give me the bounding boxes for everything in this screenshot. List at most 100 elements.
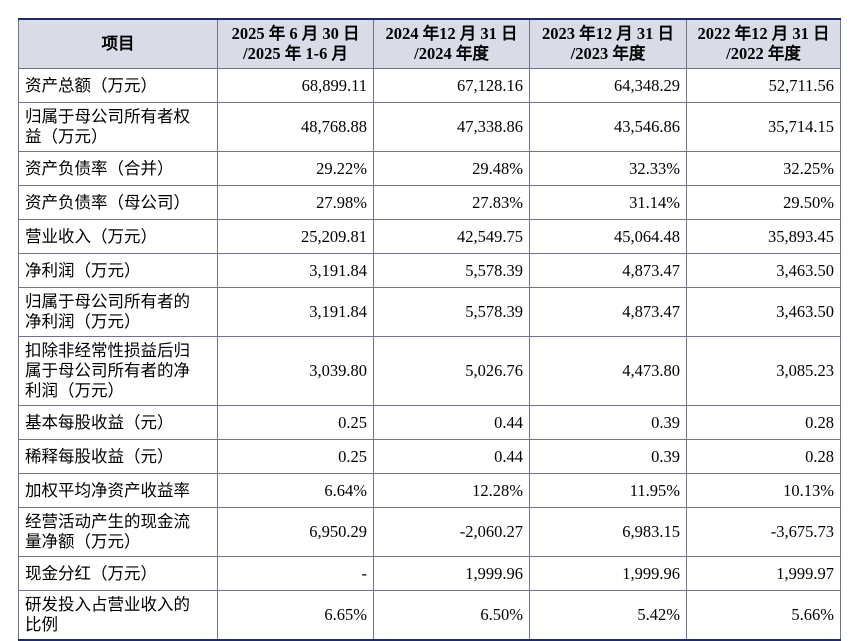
header-row: 项目 2025 年 6 月 30 日/2025 年 1-6 月 2024 年12 月…: [18, 18, 841, 69]
header-text: 2024 年12 月 31 日: [385, 24, 518, 43]
header-text: 2022 年12 月 31 日: [697, 24, 830, 43]
value-cell: 3,191.84: [217, 287, 374, 337]
table-header: 项目 2025 年 6 月 30 日/2025 年 1-6 月 2024 年12 月…: [18, 18, 841, 69]
table-body: 资产总额（万元） 68,899.11 67,128.16 64,348.29 52,71…: [18, 68, 841, 641]
row-label-cell: 加权平均净资产收益率: [18, 473, 218, 508]
value-cell: 43,546.86: [529, 102, 687, 152]
value-cell: 0.39: [529, 439, 687, 474]
header-text: /2022 年度: [726, 44, 801, 63]
row-label-cell: 归属于母公司所有者的净利润（万元）: [18, 287, 218, 337]
row-label: 资产总额（万元）: [25, 75, 157, 95]
value-cell: 5,026.76: [373, 336, 530, 406]
value-cell: 3,039.80: [217, 336, 374, 406]
row-label-cell: 现金分红（万元）: [18, 556, 218, 591]
value-cell: 5,578.39: [373, 287, 530, 337]
row-label-cell: 经营活动产生的现金流量净额（万元）: [18, 507, 218, 557]
row-label: 经营活动产生的现金流量净额（万元）: [25, 512, 190, 551]
value-cell: 3,085.23: [686, 336, 841, 406]
value-cell: 0.44: [373, 405, 530, 440]
row-label-cell: 归属于母公司所有者权益（万元）: [18, 102, 218, 152]
row-label: 扣除非经常性损益后归属于母公司所有者的净利润（万元）: [25, 341, 190, 400]
value-cell: 3,191.84: [217, 253, 374, 288]
value-cell: 29.48%: [373, 151, 530, 186]
value-cell: 1,999.96: [373, 556, 530, 591]
row-label: 净利润（万元）: [25, 260, 141, 280]
value-cell: 35,893.45: [686, 219, 841, 254]
header-cell: 2022 年12 月 31 日/2022 年度: [686, 18, 841, 69]
value-cell: 10.13%: [686, 473, 841, 508]
header-cell: 2024 年12 月 31 日/2024 年度: [373, 18, 530, 69]
value-cell: 25,209.81: [217, 219, 374, 254]
header-cell: 2025 年 6 月 30 日/2025 年 1-6 月: [217, 18, 374, 69]
row-label-cell: 扣除非经常性损益后归属于母公司所有者的净利润（万元）: [18, 336, 218, 406]
table-row: 现金分红（万元） -1,999.96 1,999.96 1,999.97: [18, 556, 841, 591]
value-cell: 11.95%: [529, 473, 687, 508]
table-row: 归属于母公司所有者的净利润（万元） 3,191.84 5,578.39 4,873.4…: [18, 287, 841, 337]
table-row: 经营活动产生的现金流量净额（万元） 6,950.29 -2,060.27 6,983.…: [18, 507, 841, 557]
value-cell: -: [217, 556, 374, 591]
value-cell: 0.25: [217, 405, 374, 440]
value-cell: 45,064.48: [529, 219, 687, 254]
value-cell: 0.44: [373, 439, 530, 474]
value-cell: 31.14%: [529, 185, 687, 220]
header-cell: 项目: [18, 18, 218, 69]
row-label: 研发投入占营业收入的比例: [25, 595, 190, 634]
row-label: 营业收入（万元）: [25, 226, 157, 246]
row-label: 稀释每股收益（元）: [25, 446, 174, 466]
value-cell: 0.25: [217, 439, 374, 474]
row-label-cell: 资产负债率（合并）: [18, 151, 218, 186]
row-label-cell: 资产负债率（母公司）: [18, 185, 218, 220]
value-cell: 64,348.29: [529, 68, 687, 103]
value-cell: 52,711.56: [686, 68, 841, 103]
value-cell: 4,873.47: [529, 287, 687, 337]
value-cell: -2,060.27: [373, 507, 530, 557]
value-cell: 12.28%: [373, 473, 530, 508]
table-row: 稀释每股收益（元） 0.25 0.44 0.39 0.28: [18, 439, 841, 474]
row-label: 基本每股收益（元）: [25, 412, 174, 432]
value-cell: 6.64%: [217, 473, 374, 508]
value-cell: 0.28: [686, 439, 841, 474]
value-cell: 1,999.97: [686, 556, 841, 591]
value-cell: 29.50%: [686, 185, 841, 220]
header-text: /2024 年度: [414, 44, 489, 63]
header-text: /2023 年度: [570, 44, 646, 63]
row-label: 现金分红（万元）: [25, 563, 157, 583]
value-cell: 3,463.50: [686, 287, 841, 337]
value-cell: 32.25%: [686, 151, 841, 186]
row-label-cell: 资产总额（万元）: [18, 68, 218, 103]
value-cell: 5,578.39: [373, 253, 530, 288]
value-cell: 29.22%: [217, 151, 374, 186]
table-row: 扣除非经常性损益后归属于母公司所有者的净利润（万元） 3,039.80 5,026.…: [18, 336, 841, 406]
row-label: 资产负债率（合并）: [25, 158, 174, 178]
table-row: 资产负债率（母公司） 27.98% 27.83% 31.14% 29.50%: [18, 185, 841, 220]
header-text: /2025 年 1-6 月: [243, 44, 348, 63]
header-text: 2023 年12 月 31 日: [542, 24, 674, 43]
value-cell: 4,873.47: [529, 253, 687, 288]
header-text: 2025 年 6 月 30 日: [231, 24, 360, 43]
row-label: 归属于母公司所有者权益（万元）: [25, 107, 190, 146]
row-label-cell: 研发投入占营业收入的比例: [18, 590, 218, 641]
table-row: 资产负债率（合并） 29.22% 29.48% 32.33% 32.25%: [18, 151, 841, 186]
row-label: 归属于母公司所有者的净利润（万元）: [25, 292, 190, 331]
value-cell: 5.42%: [529, 590, 687, 641]
table-row: 归属于母公司所有者权益（万元） 48,768.88 47,338.86 43,546.…: [18, 102, 841, 152]
table-row: 资产总额（万元） 68,899.11 67,128.16 64,348.29 52,71…: [18, 68, 841, 103]
value-cell: 6,950.29: [217, 507, 374, 557]
header-text: 项目: [101, 34, 135, 53]
value-cell: -3,675.73: [686, 507, 841, 557]
row-label-cell: 稀释每股收益（元）: [18, 439, 218, 474]
table-row: 研发投入占营业收入的比例 6.65% 6.50% 5.42% 5.66%: [18, 590, 841, 641]
value-cell: 3,463.50: [686, 253, 841, 288]
row-label-cell: 净利润（万元）: [18, 253, 218, 288]
value-cell: 6,983.15: [529, 507, 687, 557]
value-cell: 48,768.88: [217, 102, 374, 152]
value-cell: 47,338.86: [373, 102, 530, 152]
value-cell: 4,473.80: [529, 336, 687, 406]
value-cell: 0.28: [686, 405, 841, 440]
value-cell: 6.50%: [373, 590, 530, 641]
table-row: 基本每股收益（元） 0.25 0.44 0.39 0.28: [18, 405, 841, 440]
header-cell: 2023 年12 月 31 日/2023 年度: [529, 18, 687, 69]
value-cell: 27.83%: [373, 185, 530, 220]
value-cell: 68,899.11: [217, 68, 374, 103]
